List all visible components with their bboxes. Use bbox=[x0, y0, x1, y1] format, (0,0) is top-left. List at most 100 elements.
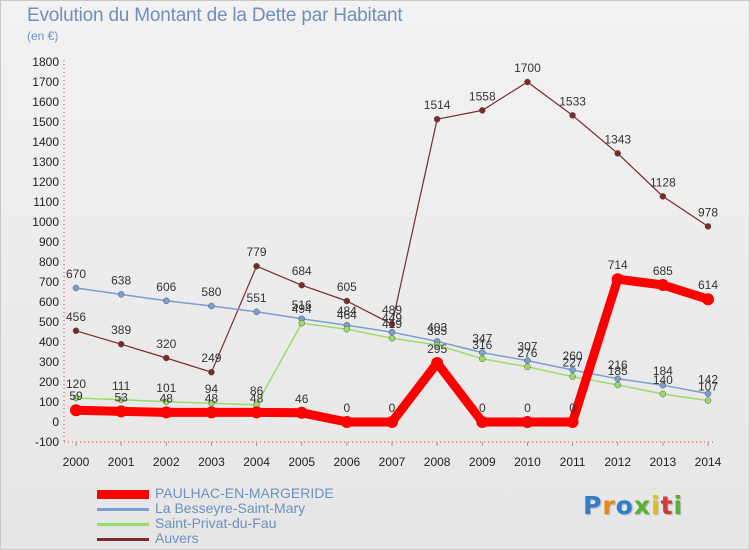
y-tick-label: 1700 bbox=[32, 75, 59, 89]
data-label: 614 bbox=[698, 278, 718, 292]
data-label: 385 bbox=[427, 324, 447, 338]
data-point bbox=[521, 416, 534, 428]
data-label: 403 bbox=[427, 320, 447, 334]
data-label: 0 bbox=[569, 401, 576, 415]
data-point bbox=[431, 357, 444, 369]
x-tick-label: 2012 bbox=[604, 455, 631, 469]
x-tick-label: 2014 bbox=[695, 455, 722, 469]
y-tick-label: 100 bbox=[39, 395, 59, 409]
data-label: 101 bbox=[156, 381, 176, 395]
data-label: 419 bbox=[382, 317, 402, 331]
y-tick-label: 1200 bbox=[32, 175, 59, 189]
data-point bbox=[656, 279, 669, 291]
data-label: 1558 bbox=[469, 89, 496, 103]
data-label: 86 bbox=[250, 384, 264, 398]
data-label: 107 bbox=[698, 380, 718, 394]
data-point bbox=[72, 394, 80, 402]
data-label: 551 bbox=[247, 291, 267, 305]
data-label: 46 bbox=[295, 392, 309, 406]
legend-label: Saint-Privat-du-Fau bbox=[155, 515, 277, 531]
legend-label: Auvers bbox=[155, 530, 199, 546]
y-tick-label: 1500 bbox=[32, 115, 59, 129]
legend-swatch bbox=[97, 538, 149, 541]
data-point bbox=[479, 355, 486, 363]
data-label: 53 bbox=[114, 390, 128, 404]
data-point bbox=[704, 390, 712, 397]
data-label: 464 bbox=[337, 308, 357, 322]
data-label: 48 bbox=[250, 391, 264, 405]
data-label: 1533 bbox=[559, 94, 586, 108]
x-tick-label: 2003 bbox=[198, 455, 225, 469]
data-label: 606 bbox=[156, 280, 176, 294]
data-point bbox=[298, 319, 305, 327]
data-label: 449 bbox=[382, 311, 402, 325]
data-point bbox=[702, 293, 714, 306]
data-label: 580 bbox=[201, 285, 221, 299]
x-tick-label: 2010 bbox=[514, 455, 541, 469]
data-point bbox=[388, 334, 396, 342]
data-point bbox=[205, 406, 218, 419]
x-tick-label: 2000 bbox=[63, 455, 90, 469]
x-tick-label: 2002 bbox=[153, 455, 180, 469]
x-tick-label: 2009 bbox=[469, 455, 496, 469]
y-tick-label: -100 bbox=[35, 435, 59, 449]
data-point bbox=[163, 297, 170, 305]
data-label: 779 bbox=[247, 245, 267, 259]
data-point bbox=[433, 115, 441, 123]
data-label: 0 bbox=[344, 401, 351, 415]
data-point bbox=[614, 150, 621, 157]
data-point bbox=[476, 416, 489, 428]
data-label: 120 bbox=[66, 377, 86, 391]
data-label: 295 bbox=[427, 342, 447, 356]
data-label: 494 bbox=[292, 302, 312, 316]
data-point bbox=[298, 281, 305, 289]
data-label: 1343 bbox=[604, 132, 631, 146]
x-tick-label: 2001 bbox=[108, 455, 135, 469]
data-label: 0 bbox=[479, 401, 486, 415]
y-tick-label: 0 bbox=[52, 415, 59, 429]
data-point bbox=[566, 416, 579, 428]
data-point bbox=[253, 308, 260, 316]
data-point bbox=[208, 302, 215, 310]
data-point bbox=[433, 341, 441, 349]
data-label: 184 bbox=[653, 364, 673, 378]
y-tick-label: 700 bbox=[39, 275, 59, 289]
data-label: 111 bbox=[112, 379, 131, 393]
data-point bbox=[569, 373, 576, 380]
data-point bbox=[72, 327, 80, 335]
data-label: 140 bbox=[653, 373, 673, 387]
x-tick-label: 2011 bbox=[560, 455, 586, 469]
legend-swatch bbox=[97, 523, 149, 526]
data-point bbox=[388, 320, 396, 328]
data-point bbox=[340, 416, 353, 428]
data-point bbox=[704, 223, 712, 230]
data-label: 978 bbox=[698, 205, 718, 219]
data-point bbox=[117, 340, 125, 348]
data-label: 1128 bbox=[650, 175, 676, 189]
data-label: 489 bbox=[382, 303, 402, 317]
legend-swatch bbox=[97, 490, 149, 499]
data-point bbox=[659, 381, 667, 389]
x-tick-label: 2005 bbox=[288, 455, 315, 469]
x-tick-label: 2006 bbox=[334, 455, 361, 469]
data-label: 684 bbox=[292, 264, 312, 278]
data-label: 48 bbox=[160, 391, 174, 405]
data-point bbox=[569, 112, 576, 119]
data-point bbox=[253, 262, 260, 270]
data-label: 316 bbox=[472, 338, 492, 352]
data-point bbox=[115, 405, 128, 418]
y-tick-label: 1000 bbox=[32, 215, 59, 229]
data-label: 0 bbox=[389, 401, 396, 415]
x-tick-label: 2008 bbox=[424, 455, 451, 469]
y-tick-label: 1100 bbox=[33, 195, 59, 209]
data-point bbox=[343, 297, 351, 305]
data-point bbox=[208, 368, 215, 376]
data-point bbox=[117, 396, 125, 404]
y-tick-label: 1300 bbox=[32, 155, 59, 169]
data-point bbox=[72, 284, 80, 292]
data-point bbox=[343, 325, 351, 333]
data-point bbox=[479, 107, 486, 114]
data-label: 347 bbox=[472, 332, 492, 346]
data-label: 1700 bbox=[514, 61, 541, 75]
